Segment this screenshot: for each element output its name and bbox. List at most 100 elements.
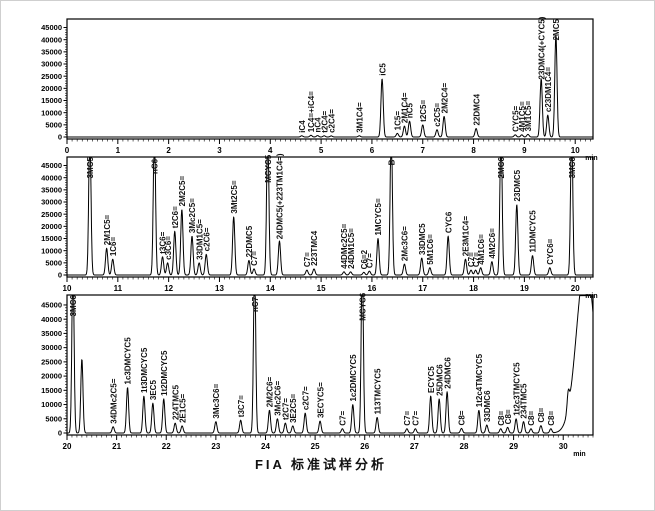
x-tick-label: 3	[217, 146, 222, 155]
y-tick-label: 35000	[41, 185, 62, 194]
peak-label: C8=	[527, 411, 536, 426]
y-tick-label: 30000	[41, 60, 62, 69]
x-tick-label: 11	[114, 284, 123, 293]
y-tick-label: 10000	[41, 108, 62, 117]
peak-label: 3ECYC5=	[316, 382, 325, 418]
peak-label: C7=	[250, 251, 259, 266]
peak-label: t2C6=	[171, 206, 180, 228]
peak-label: C7=	[412, 411, 421, 426]
x-tick-label: 22	[162, 442, 171, 451]
peak-label: 224TMC5	[171, 384, 180, 420]
peak-label: c3C6=	[164, 236, 173, 260]
peak-label: 3M1C5=	[524, 101, 533, 132]
peak-label: C6=2	[360, 249, 369, 269]
peak-label: 1c2DMCYC5	[349, 354, 358, 402]
panel-svg: 0 5000 10000 15000 20000 25000 30000 35000 40000…	[41, 16, 598, 162]
peak-label: iC4	[298, 120, 307, 133]
x-tick-label: 20	[63, 442, 72, 451]
peak-label: C8=	[504, 409, 513, 424]
peak-label: MCYC5	[264, 154, 273, 183]
peak-label: 1C4=+iC4=	[307, 91, 316, 132]
y-tick-label: 0	[58, 133, 62, 142]
x-tick-label: 25	[311, 442, 320, 451]
chromatogram-panel-3: 0 5000 10000 15000 20000 25000 30000 35000 40000…	[31, 291, 631, 459]
peak-label: 25DMC6	[435, 364, 444, 396]
y-tick-label: 0	[58, 429, 62, 438]
plot-border	[66, 156, 594, 278]
peak-label: 2Mc3C6=	[401, 226, 410, 261]
x-tick-label: 9	[522, 146, 527, 155]
peak-label: 2M1C5=	[103, 214, 112, 245]
peak-label: 22DMC4	[472, 93, 481, 125]
x-tick-label: 20	[571, 284, 580, 293]
peak-label: 4M2C6=	[488, 228, 497, 259]
x-tick-label: 7	[421, 146, 426, 155]
peak-label: 24DM1C5=	[347, 228, 356, 269]
peak-label: 2M2C6=	[266, 376, 275, 407]
y-tick-label: 20000	[41, 222, 62, 231]
y-tick-label: 5000	[45, 258, 62, 267]
peak-label: 223TMC4	[310, 230, 319, 266]
x-tick-label: 21	[112, 442, 121, 451]
x-tick-label: 19	[520, 284, 529, 293]
peak-label: nC5	[406, 103, 415, 119]
peak-label: C7=	[472, 252, 481, 267]
peak-label: nC7	[251, 296, 260, 312]
peak-label: 1t2c4TMCYC5	[475, 353, 484, 407]
y-tick-label: 20000	[41, 84, 62, 93]
y-tick-label: 15000	[41, 234, 62, 243]
peak-label: C8=	[497, 411, 506, 426]
peak-label: 33DM1C5=	[195, 219, 204, 260]
panel-svg: 0 5000 10000 15000 20000 25000 30000 35000 40000…	[41, 153, 598, 300]
x-tick-label: 26	[360, 442, 369, 451]
y-tick-label: 40000	[41, 35, 62, 44]
peak-label: 3Mc2C5=	[188, 198, 197, 233]
x-tick-label: 29	[509, 442, 518, 451]
peak-label: 3MC6	[69, 295, 78, 317]
peak-label: 4M1C5=	[518, 101, 527, 132]
peak-label: 1t3DMCYC5	[140, 347, 149, 393]
y-tick-label: 30000	[41, 343, 62, 352]
y-tick-label: 40000	[41, 315, 62, 324]
x-tick-label: 17	[418, 284, 427, 293]
y-tick-label: 35000	[41, 47, 62, 56]
peak-label: c2C5=	[433, 103, 442, 127]
y-tick-label: 45000	[41, 161, 62, 170]
y-tick-label: 5000	[45, 120, 62, 129]
peak-label: C7=	[366, 253, 375, 268]
peak-label: 1t2DMCYC5	[160, 350, 169, 396]
chromatogram-panel-1: 0 5000 10000 15000 20000 25000 30000 35000 40000…	[31, 15, 631, 163]
peak-label: t3C6=	[159, 231, 168, 253]
peak-label: C7=	[403, 411, 412, 426]
peak-label: 22DMC5	[245, 225, 254, 257]
x-tick-label: 27	[410, 442, 419, 451]
x-tick-label: 6	[370, 146, 375, 155]
y-tick-label: 25000	[41, 72, 62, 81]
peak-label: nC4	[314, 117, 323, 133]
peak-label: 23DMC5	[513, 169, 522, 201]
y-tick-label: 15000	[41, 386, 62, 395]
peak-label: 1C5=	[394, 111, 403, 131]
y-tick-label: 30000	[41, 198, 62, 207]
x-tick-label: 5	[319, 146, 324, 155]
peak-label: 24DMC6	[443, 357, 452, 389]
y-tick-label: 40000	[41, 173, 62, 182]
peak-label: t3C7=	[237, 395, 246, 417]
peak-label: 3EC5	[149, 380, 158, 401]
chromatogram-trace	[66, 157, 594, 276]
x-axis-unit-label: min	[573, 451, 585, 458]
y-tick-label: 45000	[41, 23, 62, 32]
peak-label: C8=	[458, 410, 467, 425]
peak-label: c2C4=	[327, 109, 336, 133]
peak-label: 113TMCYC5	[373, 368, 382, 414]
peak-label: 2E3M1C4=	[462, 216, 471, 257]
peak-label: C7=	[303, 252, 312, 267]
peak-label: 1C6=	[109, 237, 118, 257]
peak-label: 2M2C4=	[440, 83, 449, 114]
x-tick-label: 14	[266, 284, 275, 293]
y-tick-label: 10000	[41, 246, 62, 255]
y-tick-label: 45000	[41, 301, 62, 310]
x-tick-label: 2	[166, 146, 171, 155]
peak-label: 34DMc2C5=	[109, 378, 118, 423]
